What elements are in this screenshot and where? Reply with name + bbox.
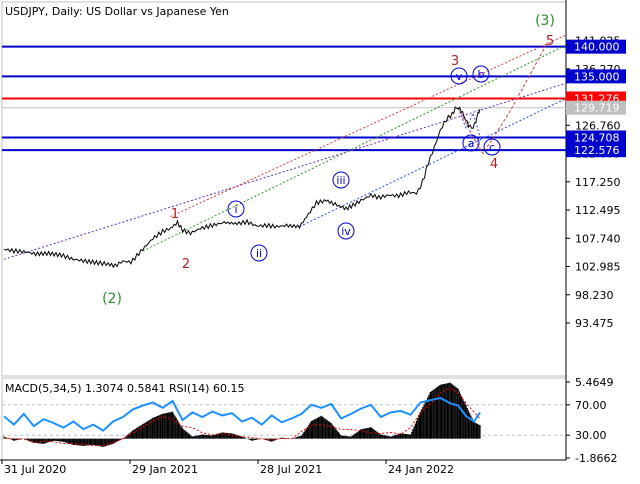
- level-tags: 140.000135.000131.276129.719124.708122.5…: [566, 39, 626, 158]
- projection-path-abc: [457, 107, 482, 141]
- wave-label: 5: [546, 34, 554, 49]
- wave-label-circle: [337, 222, 355, 240]
- wave-label: 2: [182, 257, 190, 272]
- wave-label: i: [234, 203, 237, 216]
- macd-signal-line: [3, 387, 481, 447]
- indicator-tick-label: 30.00: [575, 429, 607, 442]
- indicator-tick-label: -1.8662: [575, 452, 617, 465]
- wave-label-circle: [250, 244, 268, 262]
- wave-label: c: [489, 141, 495, 154]
- price-pane-frame: [1, 1, 567, 377]
- price-tick-label: 126.760: [575, 119, 621, 132]
- channel-lower-line: [3, 83, 566, 260]
- wave-label-circle: [462, 134, 480, 152]
- level-tag-label: 129.719: [574, 102, 620, 115]
- channel-upper-line: [170, 34, 566, 217]
- wave-label: 1: [171, 207, 179, 222]
- wave-label-circle: [332, 171, 350, 189]
- projection-path: [457, 42, 548, 155]
- wave-label: v: [456, 70, 463, 83]
- level-tag: [566, 130, 626, 145]
- wave-label: (3): [535, 13, 555, 29]
- price-series: [3, 106, 481, 269]
- indicator-axis-ticks: 5.4649 70.00 30.00 -1.8662: [566, 376, 617, 465]
- price-tick-label: 107.740: [575, 232, 621, 245]
- indicator-header: MACD(5,34,5) 1.3074 0.5841 RSI(14) 60.15: [5, 382, 244, 395]
- rsi-line: [3, 396, 481, 432]
- wave-label: 4: [490, 157, 498, 172]
- level-tag-label: 124.708: [574, 131, 620, 144]
- chart-header: USDJPY, Daily: US Dollar vs Japanese Yen: [5, 5, 229, 18]
- time-tick-label: 29 Jan 2021: [132, 463, 198, 476]
- time-tick-label: 24 Jan 2022: [388, 463, 454, 476]
- level-tag-label: 140.000: [574, 41, 620, 54]
- indicator-tick-label: 70.00: [575, 399, 607, 412]
- trend-line-blue: [299, 98, 566, 228]
- wave-label: iv: [341, 225, 351, 238]
- wave-label: b: [478, 68, 485, 81]
- wave-label: (2): [102, 291, 122, 307]
- wave-label-circle: [483, 138, 501, 156]
- level-tag: [566, 100, 626, 115]
- indicator-series: [2, 382, 566, 447]
- trendlines: [3, 34, 566, 260]
- price-tick-label: 112.495: [575, 204, 621, 217]
- wave-label-circle: [472, 65, 490, 83]
- wave-label-circle: [227, 200, 245, 218]
- wave-label: iii: [336, 174, 345, 187]
- wave-label: a: [468, 137, 475, 150]
- level-tag-label: 122.576: [574, 144, 620, 157]
- level-tag-label: 135.000: [574, 70, 620, 83]
- price-tick-label: 117.250: [575, 176, 621, 189]
- time-tick-label: 31 Jul 2020: [4, 463, 66, 476]
- wave-label: 3: [451, 54, 459, 69]
- time-tick-label: 28 Jul 2021: [260, 463, 322, 476]
- level-tag: [566, 143, 626, 158]
- level-tag: [566, 69, 626, 84]
- price-tick-label: 93.475: [575, 317, 614, 330]
- indicator-tick-label: 5.4649: [575, 376, 614, 389]
- level-tag: [566, 39, 626, 54]
- price-line: [3, 106, 481, 269]
- horizontal-levels: [2, 45, 566, 152]
- price-tick-label: 102.985: [575, 261, 621, 274]
- time-axis-ticks: 31 Jul 2020 29 Jan 2021 28 Jul 2021 24 Jan …: [1, 460, 454, 476]
- price-tick-label: 98.230: [575, 289, 614, 302]
- wave-label: ii: [256, 247, 262, 260]
- wave-label-circle: [450, 67, 468, 85]
